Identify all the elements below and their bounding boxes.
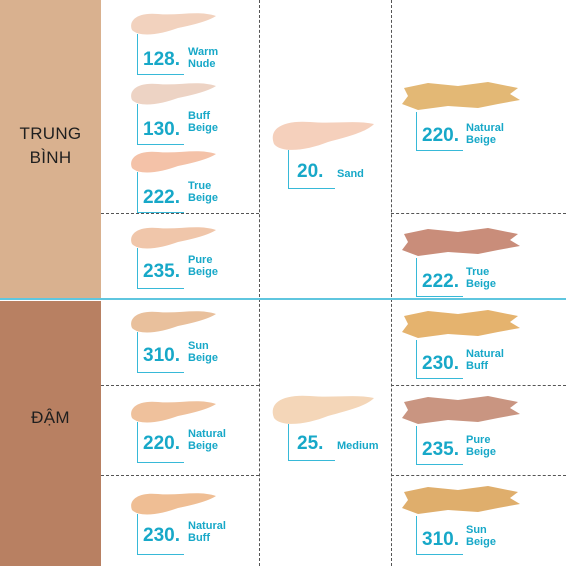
group-dam: ĐẬM: [0, 301, 101, 566]
shade-number: 20.: [297, 161, 324, 182]
label-bracket: [137, 34, 184, 75]
label-bracket: [288, 150, 335, 189]
cream-swatch: [131, 83, 216, 105]
powder-swatch: [402, 486, 520, 514]
group-divider: [0, 298, 566, 300]
shade-number: 220.: [422, 125, 459, 146]
row-divider: [391, 475, 566, 476]
cream-swatch: [131, 493, 216, 515]
shade-number: 25.: [297, 433, 324, 454]
label-bracket: [137, 422, 184, 463]
cream-swatch: [272, 395, 374, 424]
shade-number: 235.: [143, 261, 180, 282]
powder-swatch: [402, 228, 520, 256]
cream-swatch: [131, 401, 216, 423]
shade-number: 128.: [143, 49, 180, 70]
shade-name: True Beige: [466, 266, 496, 290]
label-bracket: [137, 248, 184, 289]
shade-number: 222.: [143, 187, 180, 208]
cream-swatch: [131, 13, 216, 35]
shade-name: Sun Beige: [466, 524, 496, 548]
shade-number: 310.: [143, 345, 180, 366]
row-divider: [101, 213, 259, 214]
row-divider: [101, 475, 259, 476]
cream-swatch: [131, 311, 216, 333]
cream-swatch: [272, 121, 374, 150]
shade-name: Pure Beige: [188, 254, 218, 278]
shade-number: 230.: [422, 353, 459, 374]
shade-number: 310.: [422, 529, 459, 550]
shade-number: 220.: [143, 433, 180, 454]
powder-swatch: [402, 396, 520, 424]
shade-name: Pure Beige: [466, 434, 496, 458]
group-label: TRUNG BÌNH: [19, 124, 82, 167]
shade-name: Natural Beige: [466, 122, 504, 146]
shade-number: 235.: [422, 439, 459, 460]
shade-number: 130.: [143, 119, 180, 140]
shade-name: Sun Beige: [188, 340, 218, 364]
shade-name: Sand: [337, 168, 364, 180]
shade-name: Natural Buff: [188, 520, 226, 544]
label-bracket: [137, 514, 184, 555]
group-label: ĐẬM: [31, 408, 70, 427]
cream-swatch: [131, 227, 216, 249]
label-bracket: [416, 258, 463, 297]
label-bracket: [137, 172, 184, 213]
shade-name: Buff Beige: [188, 110, 218, 134]
shade-name: Natural Beige: [188, 428, 226, 452]
shade-name: Medium: [337, 440, 379, 452]
shade-name: True Beige: [188, 180, 218, 204]
label-bracket: [288, 424, 335, 461]
group-trung-binh: TRUNG BÌNH: [0, 0, 101, 299]
column-divider: [391, 0, 392, 566]
label-bracket: [137, 104, 184, 145]
shade-number: 222.: [422, 271, 459, 292]
label-bracket: [416, 426, 463, 465]
column-divider: [259, 0, 260, 566]
row-divider: [391, 385, 566, 386]
label-bracket: [416, 516, 463, 555]
powder-swatch: [402, 310, 520, 338]
label-bracket: [416, 340, 463, 379]
powder-swatch: [402, 82, 520, 110]
label-bracket: [137, 332, 184, 373]
shade-number: 230.: [143, 525, 180, 546]
shade-name: Natural Buff: [466, 348, 504, 372]
shade-name: Warm Nude: [188, 46, 219, 70]
row-divider: [101, 385, 259, 386]
row-divider: [391, 213, 566, 214]
cream-swatch: [131, 151, 216, 173]
label-bracket: [416, 112, 463, 151]
